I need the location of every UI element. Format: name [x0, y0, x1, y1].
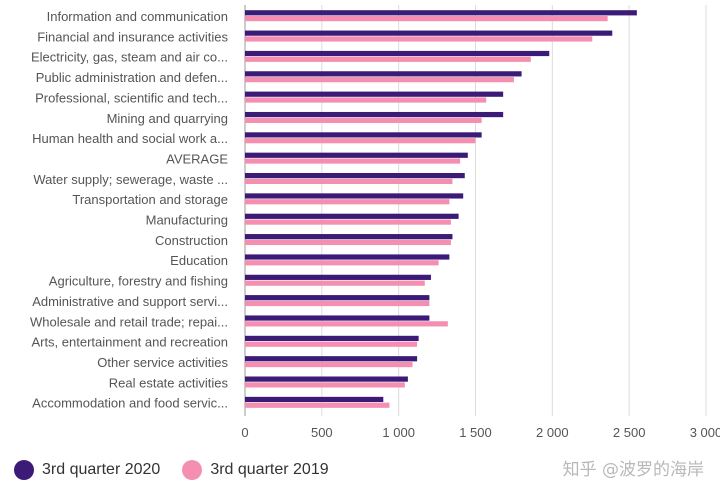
x-tick-label: 3 000 — [690, 425, 720, 440]
category-label: Electricity, gas, steam and air co... — [31, 50, 228, 65]
category-label: Mining and quarrying — [107, 111, 228, 126]
bar-2019-13 — [245, 280, 425, 286]
bar-2019-11 — [245, 239, 451, 246]
category-label: Education — [170, 253, 228, 268]
bar-2019-17 — [245, 361, 413, 368]
legend-swatch-2020 — [14, 460, 34, 480]
x-tick-label: 2 500 — [613, 425, 646, 440]
bar-2019-16 — [245, 341, 418, 347]
x-tick-label: 1 000 — [382, 425, 415, 440]
bar-2020-14 — [245, 295, 430, 301]
category-label: Administrative and support servi... — [32, 294, 228, 309]
bar-2020-16 — [245, 335, 419, 341]
bar-2020-9 — [245, 193, 464, 199]
bar-2020-18 — [245, 376, 408, 382]
category-label: Agriculture, forestry and fishing — [49, 274, 228, 289]
bar-2020-12 — [245, 254, 450, 260]
bar-2020-5 — [245, 111, 504, 118]
category-label: Manufacturing — [146, 213, 228, 228]
category-label: Real estate activities — [109, 375, 229, 390]
watermark: 知乎 @波罗的海岸 — [562, 460, 704, 480]
x-tick-label: 1 500 — [459, 425, 492, 440]
bar-2020-4 — [245, 91, 504, 97]
bar-2020-11 — [245, 234, 453, 240]
category-label: Arts, entertainment and recreation — [31, 335, 228, 350]
bar-2019-10 — [245, 219, 451, 225]
legend-item-2020: 3rd quarter 2020 — [14, 460, 160, 480]
bar-2020-2 — [245, 50, 550, 57]
bar-2019-15 — [245, 321, 448, 327]
category-label: Construction — [155, 233, 228, 248]
bar-2019-8 — [245, 178, 453, 184]
category-label: Accommodation and food servic... — [32, 396, 228, 411]
category-label: Professional, scientific and tech... — [35, 90, 228, 105]
legend-item-2019: 3rd quarter 2019 — [182, 460, 329, 480]
x-tick-label: 2 000 — [536, 425, 569, 440]
legend-label-2019: 3rd quarter 2019 — [210, 461, 329, 478]
bar-2020-13 — [245, 274, 431, 280]
category-label: Human health and social work a... — [32, 131, 228, 146]
category-label: Other service activities — [97, 355, 228, 370]
bar-2020-17 — [245, 356, 418, 362]
bar-2019-3 — [245, 77, 514, 83]
bar-2019-2 — [245, 56, 531, 62]
bar-2020-3 — [245, 71, 522, 77]
bar-2019-1 — [245, 36, 593, 42]
bar-2020-7 — [245, 152, 468, 158]
bar-2019-19 — [245, 402, 390, 408]
bar-2020-15 — [245, 315, 430, 321]
bar-2020-19 — [245, 396, 384, 403]
bar-2019-18 — [245, 382, 405, 388]
x-tick-label: 500 — [311, 425, 333, 440]
category-label: Public administration and defen... — [36, 70, 228, 85]
bar-2019-14 — [245, 300, 430, 307]
bar-2020-6 — [245, 132, 482, 138]
category-label: Wholesale and retail trade; repai... — [30, 314, 228, 329]
bar-2020-0 — [245, 10, 637, 16]
category-label: Transportation and storage — [72, 192, 228, 207]
category-label: Financial and insurance activities — [37, 29, 228, 44]
legend-label-2020: 3rd quarter 2020 — [42, 461, 161, 478]
bar-2020-8 — [245, 173, 465, 179]
bar-2019-6 — [245, 138, 476, 144]
bar-2019-0 — [245, 16, 608, 22]
bar-2019-9 — [245, 199, 450, 205]
category-label: Information and communication — [47, 9, 228, 24]
legend: 3rd quarter 2020 3rd quarter 2019 — [14, 460, 329, 480]
bar-2019-7 — [245, 158, 461, 164]
x-tick-label: 0 — [241, 425, 248, 440]
category-label: Water supply; sewerage, waste ... — [33, 172, 228, 187]
legend-swatch-2019 — [182, 460, 203, 480]
bar-2020-10 — [245, 213, 459, 219]
category-label: AVERAGE — [166, 151, 228, 166]
bar-2020-1 — [245, 30, 613, 36]
bar-2019-4 — [245, 97, 487, 103]
bar-2019-12 — [245, 260, 439, 266]
bar-2019-5 — [245, 117, 482, 123]
